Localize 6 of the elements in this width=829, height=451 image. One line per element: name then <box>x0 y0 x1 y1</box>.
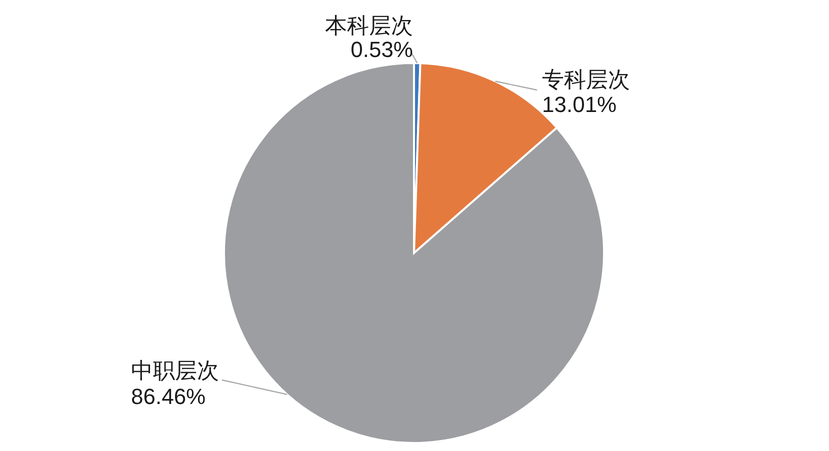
data-label: 86.46% <box>131 384 206 409</box>
slice-label: 本科层次 <box>325 13 413 38</box>
slice-label: 中职层次 <box>131 358 219 383</box>
slice-label: 专科层次 <box>542 67 630 92</box>
data-label: 0.53% <box>350 37 413 62</box>
data-label: 13.01% <box>542 92 617 117</box>
